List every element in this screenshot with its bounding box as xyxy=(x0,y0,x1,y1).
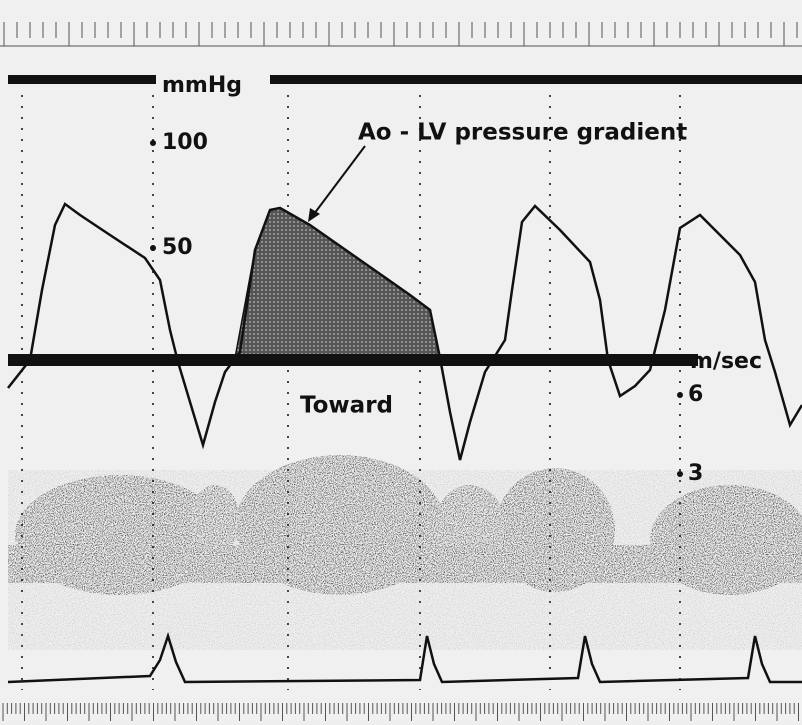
scale-dot xyxy=(677,471,683,477)
velocity-mark: 6 xyxy=(688,382,703,407)
velocity-mark: 3 xyxy=(688,461,703,486)
scale-dot xyxy=(150,140,156,146)
scale-dot xyxy=(150,245,156,251)
pressure-bar xyxy=(8,75,156,84)
pressure-mark: 100 xyxy=(162,130,208,155)
pressure-unit: mmHg xyxy=(162,73,242,98)
scale-dot xyxy=(677,392,683,398)
direction-label: Toward xyxy=(300,393,393,419)
annotation: Ao - LV pressure gradient xyxy=(358,120,687,146)
doppler-spectrum xyxy=(8,455,802,650)
pressure-mark: 50 xyxy=(162,235,193,260)
velocity-baseline xyxy=(8,354,698,366)
doppler-tracing: mmHg 100 50 Ao - LV pressure gradient m/… xyxy=(0,0,802,721)
page: {"pressure_scale": {"unit": "mmHg", "mar… xyxy=(0,0,802,721)
pressure-bar xyxy=(270,75,802,84)
velocity-unit: m/sec xyxy=(690,349,762,374)
